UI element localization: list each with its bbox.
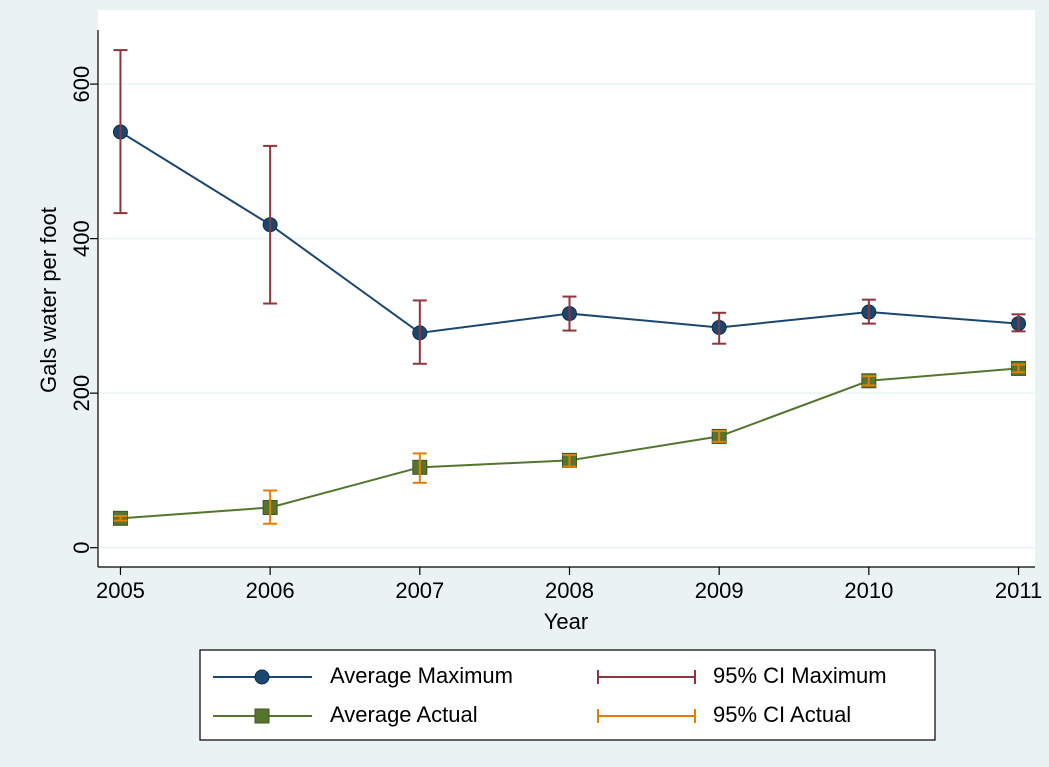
error-bar xyxy=(113,515,128,522)
legend-label: 95% CI Actual xyxy=(713,702,851,727)
y-tick-label: 200 xyxy=(69,375,94,412)
legend-interval-symbol xyxy=(597,670,696,684)
legend-marker xyxy=(254,708,270,724)
error-bar xyxy=(712,430,727,443)
x-tick-label: 2006 xyxy=(246,578,295,603)
x-tick-label: 2009 xyxy=(695,578,744,603)
y-axis-title: Gals water per foot xyxy=(36,207,61,393)
x-tick-label: 2007 xyxy=(395,578,444,603)
error-bar xyxy=(263,144,278,305)
legend-label: 95% CI Maximum xyxy=(713,663,887,688)
error-bar xyxy=(1011,363,1026,374)
error-bar xyxy=(113,49,128,215)
plot-region xyxy=(98,10,1035,567)
error-bar xyxy=(562,453,577,468)
error-bar xyxy=(861,298,876,325)
error-bar xyxy=(712,311,727,345)
y-tick-label: 400 xyxy=(69,220,94,257)
error-bar xyxy=(1011,313,1026,333)
error-bar xyxy=(861,375,876,387)
legend-marker xyxy=(254,669,270,685)
error-bar xyxy=(263,489,278,525)
error-bar xyxy=(562,295,577,332)
legend-interval-symbol xyxy=(597,709,696,723)
error-bar xyxy=(412,299,427,365)
y-tick-label: 600 xyxy=(69,66,94,103)
legend-label: Average Maximum xyxy=(330,663,513,688)
x-tick-label: 2005 xyxy=(96,578,145,603)
legend xyxy=(199,649,936,741)
x-tick-label: 2011 xyxy=(995,578,1042,603)
x-axis-title: Year xyxy=(544,609,588,634)
x-tick-label: 2008 xyxy=(545,578,594,603)
legend-label: Average Actual xyxy=(330,702,478,727)
error-bar xyxy=(412,452,427,484)
x-tick-label: 2010 xyxy=(844,578,893,603)
y-tick-label: 0 xyxy=(69,542,94,554)
